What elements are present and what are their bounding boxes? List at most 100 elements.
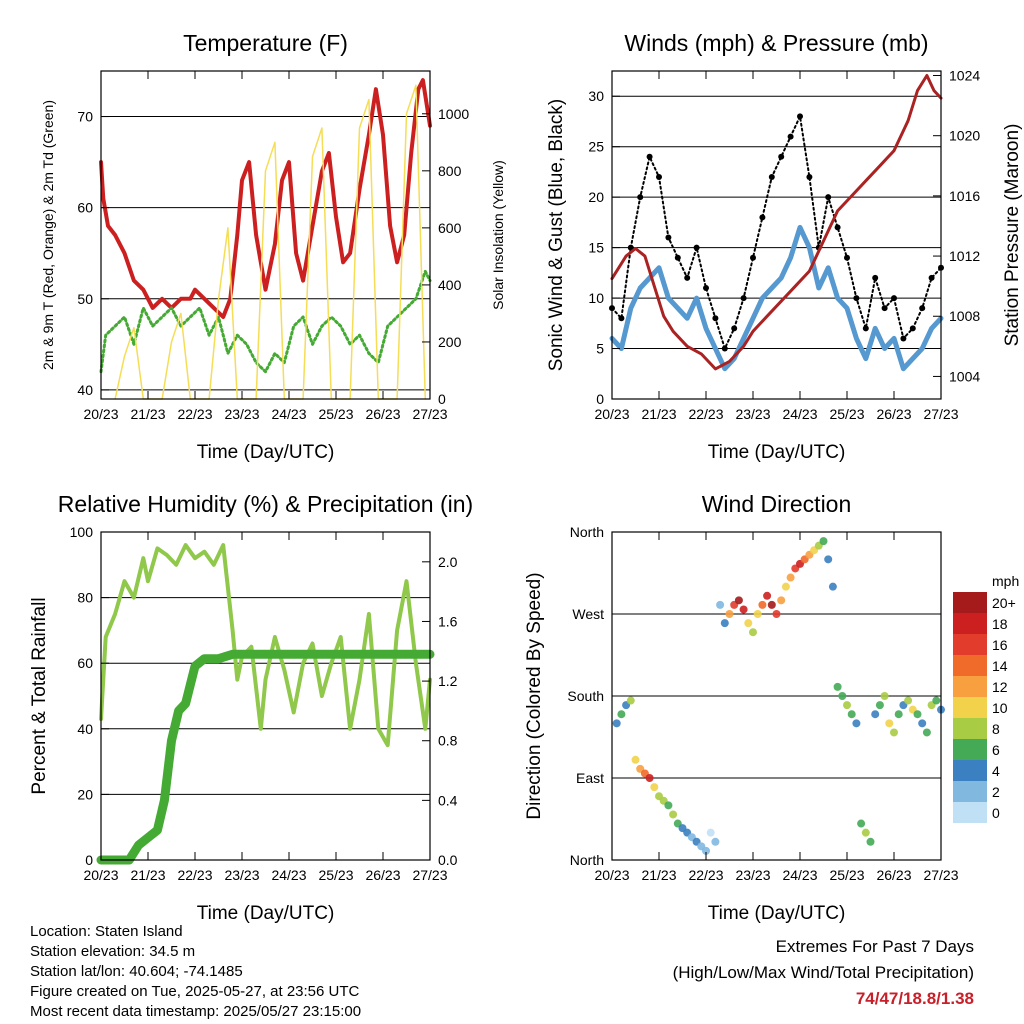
direction-point [843, 701, 851, 710]
direction-xtick-label: 25/23 [829, 867, 864, 883]
colorbar-label: 18 [992, 616, 1008, 632]
temperature-y2tick-label: 600 [438, 220, 462, 236]
winds-series-gust [611, 115, 942, 350]
winds-ytick-label: 5 [596, 341, 604, 357]
humidity-xtick-label: 25/23 [318, 867, 353, 883]
temperature-ytick-label: 60 [77, 200, 93, 216]
colorbar-label: 16 [992, 637, 1008, 653]
temperature-xtick-label: 23/23 [224, 406, 259, 422]
colorbar-label: 10 [992, 700, 1008, 716]
winds-ytick-label: 10 [588, 290, 604, 306]
direction-point [720, 619, 729, 628]
winds-gust-point [759, 214, 766, 221]
direction-ylabel: Direction (Colored By Speed) [524, 572, 545, 819]
direction-point [866, 837, 875, 846]
direction-xtick-label: 21/23 [641, 867, 676, 883]
temperature-xtick-label: 25/23 [318, 406, 353, 422]
direction-point [650, 783, 659, 792]
temperature-y2tick-label: 200 [438, 334, 462, 350]
winds-gust-point [721, 345, 728, 352]
humidity-ytick-label: 0 [85, 852, 93, 868]
humidity-ytick-label: 20 [77, 786, 93, 802]
direction-point [833, 682, 842, 691]
temperature-series-dew [99, 269, 432, 374]
direction-xtick-label: 20/23 [594, 867, 629, 883]
winds-gust-point [919, 305, 926, 312]
humidity-ytick-label: 60 [77, 655, 93, 671]
winds-ytick-label: 15 [588, 240, 604, 256]
colorbar-title: mph [992, 573, 1019, 589]
humidity-frame [100, 531, 431, 861]
temperature-y2label: Solar Insolation (Yellow) [490, 160, 506, 310]
temperature-xlabel: Time (Day/UTC) [197, 442, 335, 463]
colorbar-swatch [953, 592, 987, 613]
winds-gust-point [627, 244, 634, 251]
temperature-ytick-label: 70 [77, 109, 93, 125]
direction-point [819, 537, 828, 546]
winds-gust-point [909, 325, 916, 332]
direction-point [861, 828, 870, 837]
winds-gust-point [853, 295, 860, 302]
humidity-series-rh [99, 543, 432, 748]
extremes-panel: Extremes For Past 7 Days (High/Low/Max W… [673, 934, 974, 1012]
winds-gust-point [768, 173, 775, 180]
humidity-xlabel: Time (Day/UTC) [197, 903, 335, 924]
winds-gust-point [618, 315, 625, 322]
winds-xtick-label: 22/23 [688, 406, 723, 422]
direction-point [922, 728, 931, 737]
direction-point [617, 710, 626, 719]
winds-series-wind [609, 224, 944, 372]
temperature-ytick-label: 50 [77, 291, 93, 307]
temperature-y2tick-label: 400 [438, 277, 462, 293]
colorbar-label: 20+ [992, 595, 1016, 611]
temperature-y2tick-label: 800 [438, 163, 462, 179]
humidity-title: Relative Humidity (%) & Precipitation (i… [58, 491, 473, 517]
figure-created: Figure created on Tue, 2025-05-27, at 23… [30, 983, 360, 1000]
station-elevation: Station elevation: 34.5 m [30, 943, 196, 960]
direction-point [758, 600, 767, 609]
colorbar-swatch [953, 613, 987, 634]
humidity-ytick-label: 100 [70, 524, 94, 540]
temperature-series-solar [114, 84, 427, 400]
winds-ytick-label: 20 [588, 189, 604, 205]
station-location: Location: Staten Island [30, 923, 183, 940]
direction-point [918, 719, 927, 728]
winds-xtick-label: 27/23 [923, 406, 958, 422]
winds-frame [611, 70, 942, 400]
winds-gust-point [881, 305, 888, 312]
direction-point [786, 573, 795, 582]
winds-gust-point [862, 325, 869, 332]
direction-ytick-label: West [572, 606, 604, 622]
humidity-ytick-label: 40 [77, 721, 93, 737]
humidity-series-rain [96, 649, 435, 865]
winds-xtick-label: 26/23 [876, 406, 911, 422]
winds-ytick-label: 0 [596, 391, 604, 407]
direction-point [857, 819, 866, 828]
temperature-ylabel: 2m & 9m T (Red, Orange) & 2m Td (Green) [40, 100, 56, 370]
temperature-frame [100, 70, 431, 400]
colorbar-label: 0 [992, 805, 1000, 821]
winds-gust-point [684, 274, 691, 281]
direction-xtick-label: 24/23 [782, 867, 817, 883]
direction-point [885, 719, 894, 728]
direction-title: Wind Direction [702, 491, 852, 517]
colorbar-label: 8 [992, 721, 1000, 737]
direction-point [631, 755, 640, 764]
direction-point [739, 605, 748, 614]
direction-point [852, 719, 861, 728]
direction-ytick-label: East [576, 770, 604, 786]
humidity-y2tick-label: 1.6 [438, 613, 458, 629]
humidity-y2tick-label: 0.4 [438, 792, 458, 808]
winds-gust-point [900, 335, 907, 342]
winds-xtick-label: 23/23 [735, 406, 770, 422]
humidity-xtick-label: 24/23 [271, 867, 306, 883]
winds-xtick-label: 25/23 [829, 406, 864, 422]
direction-point [744, 619, 753, 628]
direction-point [702, 846, 710, 855]
winds-gust-point [693, 244, 700, 251]
winds-gust-point [778, 153, 785, 160]
colorbar-label: 14 [992, 658, 1008, 674]
winds-gust-point [806, 173, 813, 180]
direction-point [725, 610, 734, 618]
winds-ytick-label: 30 [588, 88, 604, 104]
